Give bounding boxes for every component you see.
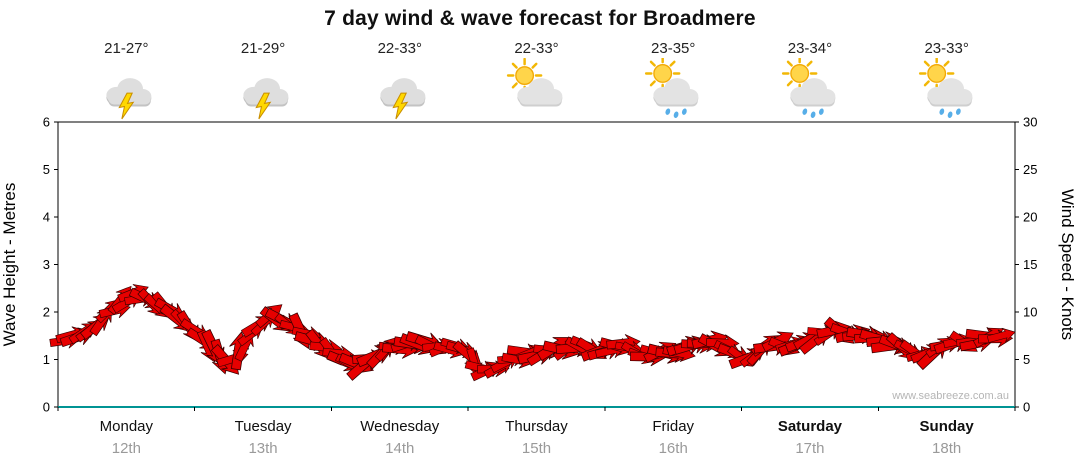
left-axis-tick-label: 4 — [43, 210, 50, 225]
storm-icon — [380, 78, 426, 120]
day-summary-wednesday: 22-33° — [335, 40, 465, 122]
day-name: Wednesday — [360, 418, 440, 435]
sun-cloud-icon — [506, 58, 562, 107]
storm-icon — [243, 78, 289, 120]
day-label-monday: Monday 12th — [61, 418, 191, 457]
temp-range: 23-34° — [787, 40, 833, 57]
day-name: Friday — [652, 418, 695, 435]
day-label-wednesday: Wednesday 14th — [335, 418, 465, 457]
temp-range: 21-29° — [240, 40, 286, 57]
weather-icon-storm — [198, 58, 328, 122]
day-name: Saturday — [777, 418, 843, 435]
sun-cloud-rain-icon — [645, 58, 699, 118]
weather-icon-storm — [61, 58, 191, 122]
left-axis-tick-label: 3 — [43, 257, 50, 272]
rain-glyph — [939, 108, 961, 118]
weather-icon-sun-cloud — [472, 58, 602, 122]
temp-range: 23-35° — [651, 40, 696, 57]
wind-arrow — [986, 327, 1016, 343]
wind-arrow-band — [49, 284, 1016, 382]
temp-range: 22-33° — [514, 40, 559, 57]
day-label-saturday: Saturday 17th — [745, 418, 875, 457]
rain-glyph — [665, 108, 687, 118]
day-name: Thursday — [505, 418, 568, 435]
left-axis-tick-label: 6 — [43, 115, 50, 130]
left-axis-title: Wave Height - Metres — [0, 183, 19, 347]
day-label-sunday: Sunday 18th — [882, 418, 1012, 457]
lightning-glyph — [255, 92, 272, 120]
cloud-glyph — [243, 78, 289, 105]
right-axis-tick-label: 25 — [1023, 162, 1037, 177]
right-axis-tick-label: 15 — [1023, 257, 1037, 272]
left-axis-tick-label: 1 — [43, 352, 50, 367]
day-date: 14th — [385, 440, 415, 457]
plot-area — [57, 121, 1016, 408]
day-summary-tuesday: 21-29° — [198, 40, 328, 122]
weather-icon-sun-cloud-rain — [745, 58, 875, 122]
page-title: 7 day wind & wave forecast for Broadmere — [324, 7, 756, 30]
day-summary-saturday: 23-34° — [745, 40, 875, 122]
sun-cloud-rain-icon — [781, 58, 836, 118]
day-date: 12th — [111, 440, 141, 457]
weather-icon-sun-cloud-rain — [882, 58, 1012, 122]
temp-range: 23-33° — [924, 40, 969, 57]
right-axis-title: Wind Speed - Knots — [1058, 189, 1077, 340]
day-summary-monday: 21-27° — [61, 40, 191, 122]
day-date: 13th — [248, 440, 278, 457]
watermark: www.seabreeze.com.au — [891, 390, 1009, 402]
left-axis-tick-label: 2 — [43, 305, 50, 320]
weather-icon-storm — [335, 58, 465, 122]
day-label-friday: Friday 16th — [608, 418, 738, 457]
lightning-glyph — [392, 92, 409, 120]
cloud-glyph — [927, 78, 972, 105]
right-axis-tick-label: 5 — [1023, 352, 1030, 367]
temp-range: 21-27° — [104, 40, 149, 57]
sun-glyph — [506, 58, 542, 94]
day-date: 18th — [932, 440, 962, 457]
day-label-tuesday: Tuesday 13th — [198, 418, 328, 457]
cloud-glyph — [516, 78, 562, 105]
left-axis-tick-label: 5 — [43, 162, 50, 177]
right-axis-tick-label: 0 — [1023, 400, 1030, 415]
day-summary-thursday: 22-33° — [472, 40, 602, 122]
day-name: Monday — [99, 418, 154, 435]
day-label-thursday: Thursday 15th — [472, 418, 602, 457]
sun-cloud-rain-icon — [918, 58, 972, 118]
day-summary-sunday: 23-33° — [882, 40, 1012, 122]
right-axis-tick-label: 20 — [1023, 210, 1037, 225]
day-name: Tuesday — [234, 418, 292, 435]
cloud-glyph — [106, 78, 152, 105]
right-axis-tick-label: 10 — [1023, 305, 1037, 320]
lightning-glyph — [118, 92, 135, 120]
day-summary-friday: 23-35° — [608, 40, 738, 122]
weather-icon-sun-cloud-rain — [608, 58, 738, 122]
rain-glyph — [802, 108, 824, 118]
left-axis-tick-label: 0 — [43, 400, 50, 415]
temp-range: 22-33° — [377, 40, 422, 57]
day-name: Sunday — [919, 418, 974, 435]
day-date: 17th — [795, 440, 825, 457]
right-axis-tick-label: 30 — [1023, 115, 1037, 130]
sun-glyph — [645, 58, 681, 92]
storm-icon — [106, 78, 152, 120]
cloud-glyph — [790, 78, 836, 105]
day-date: 16th — [658, 440, 688, 457]
cloud-glyph — [653, 78, 699, 105]
day-date: 15th — [521, 440, 552, 457]
